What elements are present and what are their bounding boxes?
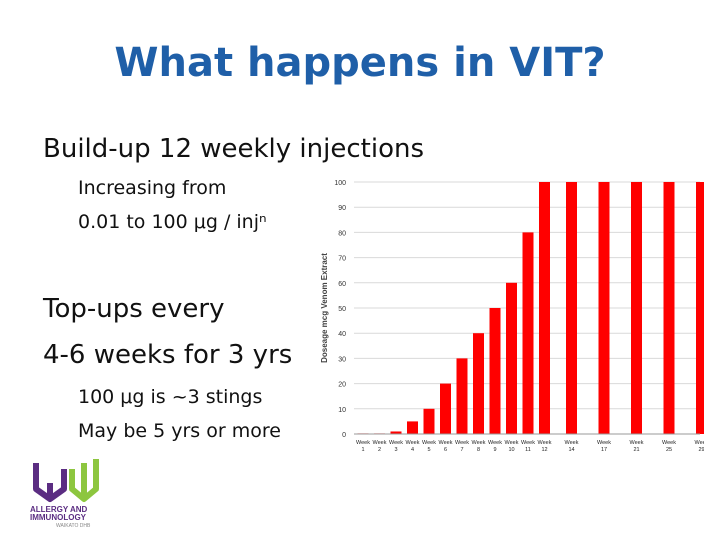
y-tick-label: 20 [338, 382, 346, 389]
bullet-increasing: Increasing from [78, 177, 227, 199]
x-tick-label: 10 [508, 447, 514, 453]
bar-week-6 [440, 383, 451, 434]
y-tick-label: 50 [338, 306, 346, 313]
bar-week-21 [631, 182, 642, 434]
x-tick-label-prefix: Week [389, 440, 403, 446]
logo-text-line2: IMMUNOLOGY [30, 513, 87, 522]
logo-text-line1: ALLERGY AND [30, 505, 88, 514]
x-tick-label: 5 [427, 447, 430, 453]
bar-week-25 [663, 182, 675, 434]
dose-bar-chart: 0 10 20 30 40 50 60 70 80 90 100 Doseage mcg Venom … [320, 180, 704, 453]
x-tick-label: 6 [444, 447, 447, 453]
x-tick-label: 1 [361, 447, 364, 453]
x-tick-label-prefix: Week [406, 440, 420, 446]
x-tick-label-prefix: Week [455, 440, 469, 446]
bar-week-5 [423, 408, 435, 434]
logo-mark-icon [33, 459, 99, 502]
x-tick-label: 14 [568, 447, 574, 453]
x-tick-label: 11 [525, 447, 531, 453]
x-tick-label-prefix: Week [662, 440, 676, 446]
x-tick-label-prefix: Week [422, 440, 436, 446]
y-tick-label: 100 [334, 180, 346, 187]
y-tick-label: 60 [338, 281, 346, 288]
bar-week-3 [390, 431, 402, 434]
x-tick-label-prefix: Week [538, 440, 552, 446]
x-tick-label-prefix: Week [373, 440, 387, 446]
x-tick-label: 4 [411, 447, 414, 453]
y-axis-label: Doseage mcg Venom Extract [320, 253, 329, 363]
x-tick-label-prefix: Week [597, 440, 611, 446]
x-tick-label-prefix: Week [521, 440, 535, 446]
y-tick-label: 10 [338, 407, 346, 414]
x-tick-label-prefix: Week [439, 440, 453, 446]
y-tick-label: 30 [338, 356, 346, 363]
slide-title: What happens in VIT? [114, 40, 606, 86]
x-tick-label: 12 [541, 447, 547, 453]
y-tick-label: 90 [338, 205, 346, 212]
x-tick-label-prefix: Week [488, 440, 502, 446]
x-tick-label: 7 [460, 447, 463, 453]
bullet-topups: Top-ups every [43, 294, 225, 324]
x-tick-label: 25 [666, 447, 672, 453]
x-tick-label: 29 [698, 447, 704, 453]
x-tick-label-prefix: Week [505, 440, 519, 446]
x-tick-label: 8 [477, 447, 480, 453]
bar-week-14 [566, 182, 577, 434]
x-tick-label: 17 [601, 447, 607, 453]
bar-week-17 [598, 182, 610, 434]
y-tick-label: 40 [338, 331, 346, 338]
bar-week-8 [473, 333, 484, 434]
x-tick-label-prefix: Week [472, 440, 486, 446]
logo-text-line3: WAIKATO DHB [56, 523, 91, 529]
allergy-immunology-logo: ALLERGY AND IMMUNOLOGY WAIKATO DHB [30, 459, 99, 529]
x-tick-label-prefix: Week [630, 440, 644, 446]
y-tick-label: 80 [338, 230, 346, 237]
x-tick-label-prefix: Week [565, 440, 579, 446]
y-tick-label: 0 [342, 432, 346, 439]
x-tick-label: 2 [378, 447, 381, 453]
bar-week-12 [539, 182, 550, 434]
bar-week-4 [407, 421, 418, 434]
bar-week-10 [506, 282, 517, 434]
bullet-buildup: Build-up 12 weekly injections [43, 134, 424, 164]
bullet-duration: May be 5 yrs or more [78, 420, 281, 442]
x-tick-label: 3 [394, 447, 397, 453]
bar-week-29 [696, 182, 704, 434]
bullet-topups-interval: 4-6 weeks for 3 yrs [43, 340, 293, 370]
bullet-stings: 100 μg is ~3 stings [78, 386, 263, 408]
x-tick-label-prefix: Week [695, 440, 704, 446]
bar-week-7 [456, 358, 468, 434]
x-tick-label: 21 [633, 447, 639, 453]
x-tick-label: 9 [493, 447, 496, 453]
y-tick-label: 70 [338, 256, 346, 263]
bar-week-11 [522, 232, 534, 434]
bar-week-9 [489, 308, 501, 434]
bullet-dose-range: 0.01 to 100 μg / injⁿ [78, 211, 267, 233]
x-tick-label-prefix: Week [356, 440, 370, 446]
